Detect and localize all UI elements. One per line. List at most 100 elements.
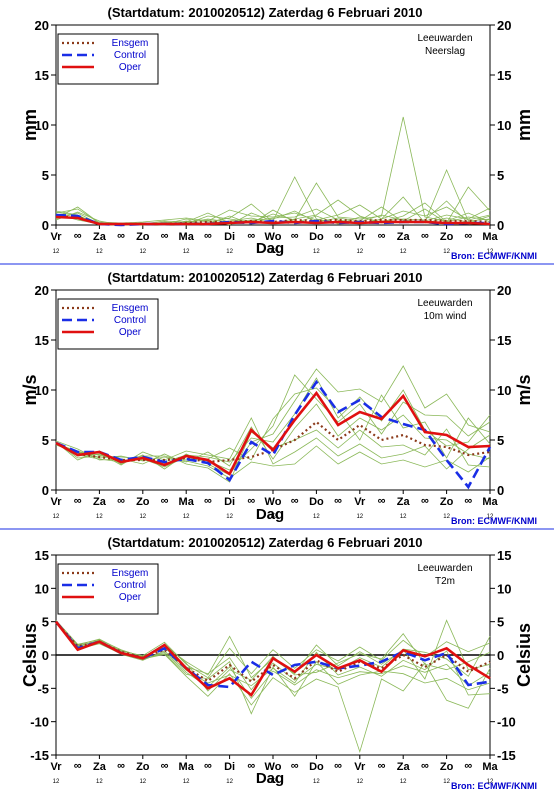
legend-label-control: Control	[114, 580, 146, 591]
legend-box	[57, 33, 159, 85]
x-day-label: Za	[397, 496, 411, 508]
chart-title: (Startdatum: 2010020512) Zaterdag 6 Febr…	[107, 5, 422, 20]
legend-label-ensgem: Ensgem	[112, 568, 149, 579]
series-line-oper	[55, 215, 491, 226]
x-night-marker: ∞	[334, 760, 342, 772]
x-hour-label: 12	[313, 249, 320, 255]
y-tick-label-right: 5	[497, 433, 504, 448]
x-hour-label: 12	[96, 514, 103, 520]
x-night-marker: ∞	[74, 495, 82, 507]
x-night-marker: ∞	[74, 760, 82, 772]
x-night-marker: ∞	[421, 495, 429, 507]
legend-label-control: Control	[114, 50, 146, 61]
x-day-label: Ma	[179, 231, 195, 243]
y-tick-label-left: 10	[35, 581, 49, 596]
ensemble-member-line	[55, 622, 491, 691]
legend-label-oper: Oper	[119, 327, 142, 338]
x-hour-label: 12	[270, 779, 277, 785]
x-hour-label: 12	[443, 249, 450, 255]
x-night-marker: ∞	[161, 230, 169, 242]
legend-label-oper: Oper	[119, 62, 142, 73]
y-tick-label-right: 20	[497, 18, 511, 33]
y-tick-label-left: 0	[42, 218, 49, 233]
x-axis-label: Dag	[256, 240, 284, 257]
x-hour-label: 12	[139, 249, 146, 255]
series-line-control	[55, 379, 492, 490]
x-day-label: Ma	[482, 761, 498, 773]
y-tick-label-left: 15	[35, 548, 49, 563]
x-hour-label: 12	[183, 249, 190, 255]
x-hour-label: 12	[400, 514, 407, 520]
chart-subtitle: 10m wind	[424, 311, 467, 322]
location-label: Leeuwarden	[417, 33, 472, 44]
x-night-marker: ∞	[378, 495, 386, 507]
x-hour-label: 12	[487, 249, 494, 255]
x-day-label: Do	[309, 496, 324, 508]
x-night-marker: ∞	[74, 230, 82, 242]
y-tick-label-right: -5	[497, 681, 509, 696]
y-tick-label-left: 0	[42, 648, 49, 663]
y-tick-label-right: 5	[497, 615, 504, 630]
y-tick-label-right: 10	[497, 581, 511, 596]
x-night-marker: ∞	[291, 495, 299, 507]
x-night-marker: ∞	[204, 495, 212, 507]
x-hour-label: 12	[139, 779, 146, 785]
y-tick-label-left: 15	[35, 68, 49, 83]
ensemble-member-line	[55, 620, 491, 754]
y-tick-label-left: -5	[37, 681, 49, 696]
x-hour-label: 12	[53, 249, 60, 255]
x-day-label: Za	[93, 761, 107, 773]
legend-label-ensgem: Ensgem	[112, 303, 149, 314]
x-day-label: Ma	[179, 761, 195, 773]
x-hour-label: 12	[487, 514, 494, 520]
x-night-marker: ∞	[161, 760, 169, 772]
y-tick-label-left: 5	[42, 168, 49, 183]
x-night-marker: ∞	[334, 230, 342, 242]
x-hour-label: 12	[443, 514, 450, 520]
x-night-marker: ∞	[378, 230, 386, 242]
y-axis-label-left: m/s	[20, 374, 40, 405]
y-tick-label-left: 5	[42, 433, 49, 448]
x-hour-label: 12	[183, 514, 190, 520]
x-hour-label: 12	[139, 514, 146, 520]
y-tick-label-left: 15	[35, 333, 49, 348]
x-day-label: Wo	[265, 496, 282, 508]
y-tick-label-right: 15	[497, 548, 511, 563]
y-tick-label-right: 10	[497, 118, 511, 133]
y-tick-label-left: 20	[35, 283, 49, 298]
chart-subtitle: T2m	[435, 576, 455, 587]
x-day-label: Za	[397, 231, 411, 243]
x-night-marker: ∞	[291, 760, 299, 772]
x-day-label: Vr	[50, 231, 62, 243]
x-night-marker: ∞	[117, 495, 125, 507]
chart-title: (Startdatum: 2010020512) Zaterdag 6 Febr…	[107, 270, 422, 285]
x-day-label: Do	[309, 761, 324, 773]
x-hour-label: 12	[443, 779, 450, 785]
x-hour-label: 12	[313, 779, 320, 785]
x-night-marker: ∞	[204, 230, 212, 242]
x-night-marker: ∞	[247, 760, 255, 772]
legend-box	[57, 563, 159, 615]
legend-label-oper: Oper	[119, 592, 142, 603]
x-day-label: Zo	[440, 761, 454, 773]
y-tick-label-right: -10	[497, 715, 516, 730]
x-day-label: Do	[309, 231, 324, 243]
x-day-label: Vr	[354, 496, 366, 508]
x-day-label: Vr	[50, 761, 62, 773]
x-day-label: Vr	[50, 496, 62, 508]
chart-panel-1: (Startdatum: 2010020512) Zaterdag 6 Febr…	[20, 5, 537, 261]
x-day-label: Za	[397, 761, 411, 773]
x-day-label: Zo	[136, 231, 150, 243]
chart-panel-2: (Startdatum: 2010020512) Zaterdag 6 Febr…	[20, 270, 537, 526]
legend-label-control: Control	[114, 315, 146, 326]
x-hour-label: 12	[356, 779, 363, 785]
x-axis-label: Dag	[256, 506, 284, 523]
x-hour-label: 12	[487, 779, 494, 785]
y-tick-label-left: 20	[35, 18, 49, 33]
x-night-marker: ∞	[204, 760, 212, 772]
x-hour-label: 12	[270, 514, 277, 520]
source-label: Bron: ECMWF/KNMI	[451, 781, 537, 791]
x-day-label: Vr	[354, 761, 366, 773]
